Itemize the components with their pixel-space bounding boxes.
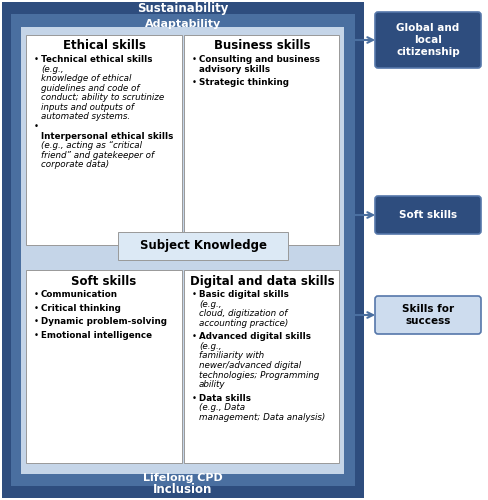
FancyBboxPatch shape — [374, 12, 480, 68]
Text: Critical thinking: Critical thinking — [41, 304, 121, 312]
Text: familiarity with: familiarity with — [199, 352, 264, 360]
Text: Adaptability: Adaptability — [144, 19, 221, 29]
Text: accounting practice): accounting practice) — [199, 318, 287, 328]
Text: Ethical skills: Ethical skills — [62, 39, 145, 52]
Text: Advanced digital skills: Advanced digital skills — [199, 332, 313, 342]
Text: •: • — [34, 55, 39, 64]
Text: •: • — [192, 394, 197, 403]
Text: Business skills: Business skills — [213, 39, 309, 52]
Text: •: • — [192, 55, 197, 64]
Text: Dynamic problem-solving: Dynamic problem-solving — [41, 317, 167, 326]
Text: Communication: Communication — [41, 290, 118, 299]
Text: ability: ability — [199, 380, 225, 389]
Text: friend” and gatekeeper of: friend” and gatekeeper of — [41, 151, 154, 160]
FancyBboxPatch shape — [118, 232, 287, 260]
Text: Consulting and business: Consulting and business — [199, 55, 319, 64]
Text: corporate data): corporate data) — [41, 160, 109, 170]
Text: •: • — [192, 290, 197, 299]
Text: Lifelong CPD: Lifelong CPD — [143, 473, 223, 483]
Text: •: • — [192, 332, 197, 342]
Text: Sustainability: Sustainability — [137, 2, 228, 15]
Text: (e.g., Data: (e.g., Data — [199, 404, 244, 412]
FancyBboxPatch shape — [26, 35, 182, 245]
FancyBboxPatch shape — [183, 270, 338, 463]
Text: conduct; ability to scrutinize: conduct; ability to scrutinize — [41, 94, 164, 102]
Text: (e.g., acting as “critical: (e.g., acting as “critical — [41, 141, 142, 150]
Text: Interpersonal ethical skills: Interpersonal ethical skills — [41, 132, 173, 140]
Text: Soft skills: Soft skills — [398, 210, 456, 220]
FancyBboxPatch shape — [11, 14, 354, 486]
Text: Digital and data skills: Digital and data skills — [189, 275, 334, 288]
Text: Strategic thinking: Strategic thinking — [199, 78, 288, 87]
Text: Basic digital skills: Basic digital skills — [199, 290, 291, 299]
FancyBboxPatch shape — [26, 270, 182, 463]
Text: •: • — [34, 330, 39, 340]
Text: Technical ethical skills: Technical ethical skills — [41, 55, 155, 64]
Text: (e.g.,: (e.g., — [41, 64, 63, 74]
FancyBboxPatch shape — [2, 2, 363, 498]
FancyBboxPatch shape — [183, 35, 338, 245]
Text: newer/advanced digital: newer/advanced digital — [199, 361, 301, 370]
Text: knowledge of ethical: knowledge of ethical — [41, 74, 131, 83]
Text: guidelines and code of: guidelines and code of — [41, 84, 139, 92]
Text: (e.g.,: (e.g., — [199, 342, 221, 351]
Text: management; Data analysis): management; Data analysis) — [199, 413, 325, 422]
Text: •: • — [34, 317, 39, 326]
Text: •: • — [34, 122, 39, 131]
Text: cloud, digitization of: cloud, digitization of — [199, 309, 287, 318]
Text: automated systems.: automated systems. — [41, 112, 130, 122]
Text: Global and
local
citizenship: Global and local citizenship — [395, 24, 459, 56]
FancyBboxPatch shape — [374, 196, 480, 234]
Text: Emotional intelligence: Emotional intelligence — [41, 330, 152, 340]
Text: •: • — [192, 78, 197, 87]
Text: inputs and outputs of: inputs and outputs of — [41, 103, 134, 112]
Text: Skills for
success: Skills for success — [401, 304, 453, 326]
Text: •: • — [34, 290, 39, 299]
Text: (e.g.,: (e.g., — [199, 300, 221, 308]
FancyBboxPatch shape — [21, 27, 343, 474]
Text: technologies; Programming: technologies; Programming — [199, 370, 319, 380]
Text: •: • — [34, 304, 39, 312]
Text: Soft skills: Soft skills — [71, 275, 136, 288]
FancyBboxPatch shape — [374, 296, 480, 334]
Text: Data skills: Data skills — [199, 394, 253, 403]
Text: Subject Knowledge: Subject Knowledge — [139, 240, 266, 252]
Text: advisory skills: advisory skills — [199, 64, 269, 74]
Text: Inclusion: Inclusion — [153, 483, 212, 496]
